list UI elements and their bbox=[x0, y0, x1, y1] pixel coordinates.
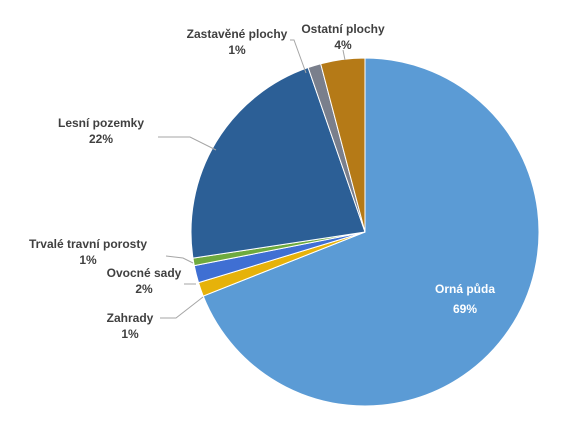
slice-label-ostatni-plochy: Ostatní plochy bbox=[301, 22, 385, 36]
slice-pct-ostatni-plochy: 4% bbox=[334, 38, 352, 52]
slice-pct-lesni-pozemky: 22% bbox=[89, 132, 113, 146]
slice-pct-trvale-travni-porosty: 1% bbox=[79, 253, 97, 267]
leader-line-lesni-pozemky bbox=[158, 136, 217, 151]
pie-slices bbox=[190, 57, 540, 407]
slice-label-lesni-pozemky: Lesní pozemky bbox=[58, 116, 144, 130]
pie-slice-lesni-pozemky bbox=[190, 66, 366, 259]
leader-line-ostatni-plochy bbox=[342, 49, 346, 61]
leader-line-trvale-travni-porosty bbox=[165, 255, 194, 264]
slice-label-trvale-travni-porosty: Trvalé travní porosty bbox=[29, 237, 147, 251]
slice-pct-zahrady: 1% bbox=[121, 327, 139, 341]
leader-line-zahrady bbox=[160, 296, 204, 319]
slice-pct-ovocne-sady: 2% bbox=[135, 282, 153, 296]
slice-label-ovocne-sady: Ovocné sady bbox=[107, 266, 182, 280]
slice-label-zastavene-plochy: Zastavěné plochy bbox=[187, 27, 288, 41]
leader-line-zastavene-plochy bbox=[290, 39, 307, 74]
pie-slice-ostatni-plochy bbox=[320, 57, 366, 233]
slice-pct-zastavene-plochy: 1% bbox=[228, 43, 246, 57]
pie-labels: Orná půda 69% Zahrady 1% Ovocné sady 2% Trvalé… bbox=[29, 22, 495, 341]
slice-pct-orna-puda: 69% bbox=[453, 302, 477, 316]
slice-label-orna-puda: Orná půda bbox=[435, 282, 495, 296]
slice-label-zahrady: Zahrady bbox=[107, 311, 154, 325]
pie-slice-orna-puda bbox=[202, 57, 540, 407]
